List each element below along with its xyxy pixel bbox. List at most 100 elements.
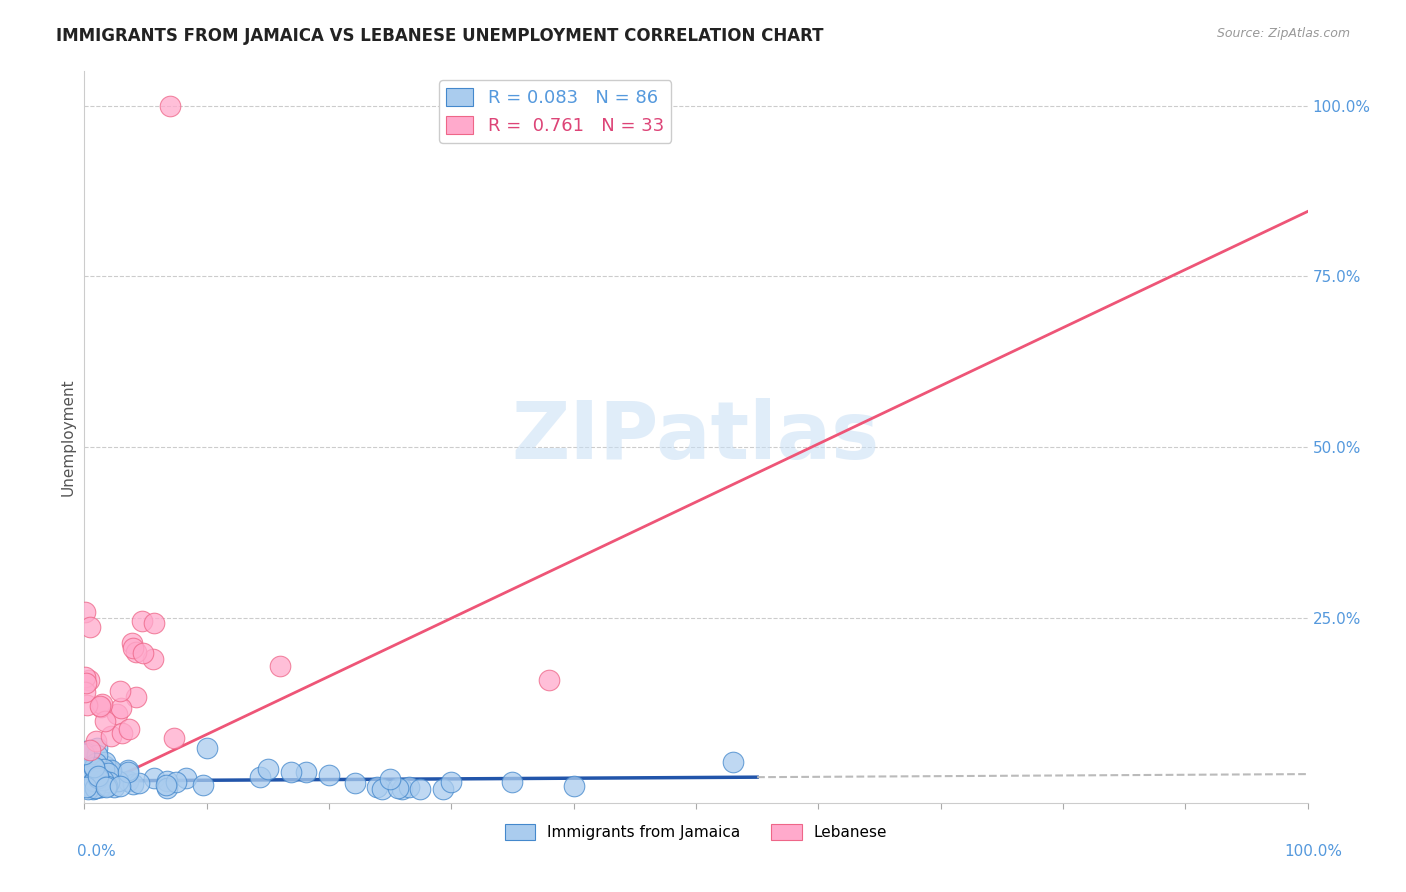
Point: [131, 647, 153, 661]
Point: [117, 763, 139, 777]
Point: [280, 765, 302, 780]
Point: [98, 764, 121, 778]
Point: [191, 778, 214, 792]
Point: [118, 722, 141, 736]
Point: [76, 698, 98, 713]
Y-axis label: Unemployment: Unemployment: [60, 378, 76, 496]
Point: [77, 762, 100, 776]
Point: [79, 769, 101, 783]
Text: 0.0%: 0.0%: [77, 845, 117, 859]
Point: [86, 740, 108, 755]
Point: [100, 729, 122, 743]
Point: [84, 768, 107, 782]
Point: [75, 676, 97, 690]
Point: [77, 780, 100, 795]
Point: [391, 781, 413, 796]
Point: [105, 707, 128, 722]
Point: [75, 747, 97, 761]
Point: [90, 780, 112, 794]
Point: [117, 773, 139, 788]
Point: [73, 684, 96, 698]
Point: [156, 774, 179, 789]
Point: [122, 640, 145, 655]
Point: [101, 768, 124, 782]
Point: [96, 780, 118, 795]
Point: [96, 779, 118, 793]
Point: [380, 772, 402, 786]
Point: [84, 781, 107, 796]
Point: [121, 635, 143, 649]
Point: [432, 782, 454, 797]
Point: [80, 766, 103, 780]
Point: [174, 771, 197, 785]
Point: [87, 779, 110, 793]
Point: [721, 755, 744, 769]
Point: [79, 743, 101, 757]
Point: [82, 781, 104, 796]
Point: [108, 684, 131, 698]
Point: [143, 615, 166, 630]
Point: [502, 775, 524, 789]
Point: [84, 734, 107, 748]
Point: [562, 779, 585, 793]
Point: [75, 780, 97, 795]
Point: [195, 741, 218, 756]
Point: [128, 775, 150, 789]
Point: [90, 697, 112, 711]
Point: [73, 670, 96, 684]
Point: [76, 772, 98, 787]
Point: [75, 774, 97, 789]
Point: [318, 768, 340, 782]
Point: [93, 756, 115, 770]
Point: [86, 747, 108, 762]
Point: [84, 756, 107, 771]
Point: [89, 780, 111, 794]
Point: [294, 765, 316, 780]
Point: [107, 774, 129, 789]
Point: [125, 690, 148, 705]
Point: [83, 761, 105, 775]
Point: [73, 605, 96, 619]
Point: [87, 771, 110, 785]
Point: [93, 762, 115, 776]
Point: [94, 759, 117, 773]
Point: [82, 778, 104, 792]
Point: [142, 652, 165, 666]
Point: [100, 763, 122, 777]
Point: [83, 760, 105, 774]
Point: [87, 764, 110, 778]
Point: [83, 774, 105, 789]
Point: [84, 781, 107, 796]
Point: [73, 747, 96, 761]
Point: [87, 769, 110, 783]
Point: [117, 764, 139, 779]
Legend: Immigrants from Jamaica, Lebanese: Immigrants from Jamaica, Lebanese: [499, 818, 893, 847]
Point: [97, 766, 120, 780]
Point: [122, 777, 145, 791]
Point: [103, 780, 125, 795]
Point: [166, 774, 188, 789]
Point: [97, 778, 120, 792]
Point: [83, 781, 105, 796]
Text: 100.0%: 100.0%: [1285, 845, 1343, 859]
Point: [111, 726, 134, 740]
Text: ZIPatlas: ZIPatlas: [512, 398, 880, 476]
Point: [84, 777, 107, 791]
Point: [94, 714, 117, 729]
Point: [77, 774, 100, 789]
Point: [125, 645, 148, 659]
Point: [538, 673, 561, 687]
Point: [366, 780, 388, 795]
Point: [110, 779, 132, 793]
Text: Source: ZipAtlas.com: Source: ZipAtlas.com: [1216, 27, 1350, 40]
Point: [159, 98, 181, 112]
Point: [131, 614, 153, 628]
Point: [79, 620, 101, 634]
Point: [398, 780, 420, 795]
Point: [82, 778, 104, 792]
Point: [75, 744, 97, 758]
Point: [344, 776, 367, 790]
Point: [90, 700, 112, 714]
Point: [387, 780, 409, 795]
Point: [79, 765, 101, 780]
